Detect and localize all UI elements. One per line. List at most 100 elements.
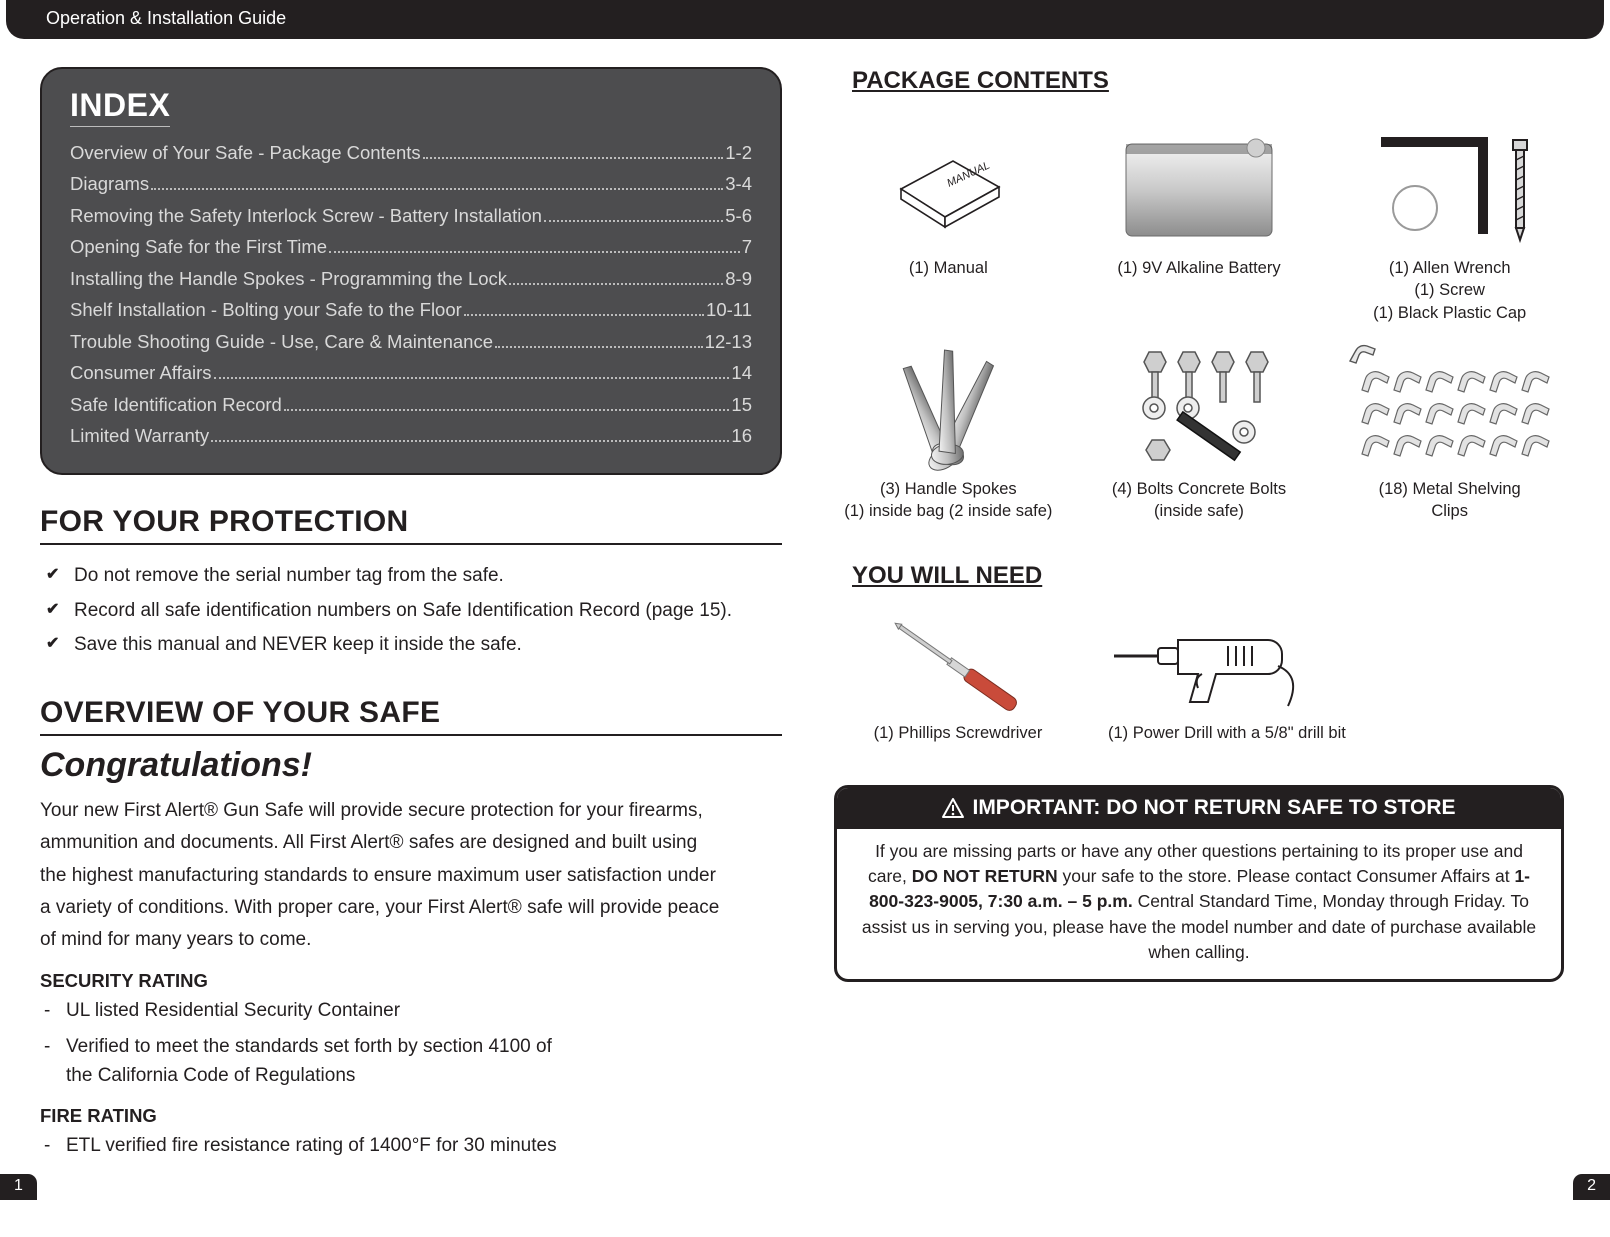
toc-row: Trouble Shooting Guide - Use, Care & Mai… bbox=[70, 326, 752, 357]
fire-item: ETL verified fire resistance rating of 1… bbox=[44, 1131, 564, 1160]
index-box: INDEX Overview of Your Safe - Package Co… bbox=[40, 67, 782, 475]
toc-label: Limited Warranty bbox=[70, 420, 209, 451]
bolts-icon bbox=[1079, 342, 1320, 472]
toc-page: 15 bbox=[731, 389, 752, 420]
package-caption: (18) Metal Shelving Clips bbox=[1329, 478, 1570, 523]
need-caption: (1) Power Drill with a 5/8" drill bit bbox=[1108, 722, 1570, 744]
package-caption: (1) Allen Wrench (1) Screw (1) Black Pla… bbox=[1329, 257, 1570, 324]
security-item: Verified to meet the standards set forth… bbox=[44, 1032, 564, 1091]
toc-leader bbox=[495, 346, 703, 348]
toc-row: Shelf Installation - Bolting your Safe t… bbox=[70, 294, 752, 325]
clips-icon bbox=[1329, 342, 1570, 472]
toc-label: Safe Identification Record bbox=[70, 389, 282, 420]
toc-row: Removing the Safety Interlock Screw - Ba… bbox=[70, 200, 752, 231]
toc-label: Removing the Safety Interlock Screw - Ba… bbox=[70, 200, 542, 231]
toc-row: Safe Identification Record 15 bbox=[70, 389, 752, 420]
security-item: UL listed Residential Security Container bbox=[44, 996, 564, 1025]
header-bar: Operation & Installation Guide bbox=[6, 0, 1604, 39]
security-list: UL listed Residential Security Container… bbox=[44, 996, 782, 1090]
toc-leader bbox=[423, 157, 724, 159]
toc-label: Installing the Handle Spokes - Programmi… bbox=[70, 263, 507, 294]
toc-row: Overview of Your Safe - Package Contents… bbox=[70, 137, 752, 168]
toc-leader bbox=[544, 220, 723, 222]
header-title: Operation & Installation Guide bbox=[46, 8, 286, 28]
toc-page: 10-11 bbox=[706, 294, 752, 325]
important-body: If you are missing parts or have any oth… bbox=[837, 829, 1561, 980]
package-item-bolts: (4) Bolts Concrete Bolts (inside safe) bbox=[1079, 342, 1320, 523]
security-rating-heading: SECURITY RATING bbox=[40, 970, 782, 992]
protection-list: Do not remove the serial number tag from… bbox=[46, 559, 782, 662]
left-column: INDEX Overview of Your Safe - Package Co… bbox=[40, 67, 782, 1166]
toc-row: Diagrams 3-4 bbox=[70, 168, 752, 199]
toc-label: Diagrams bbox=[70, 168, 149, 199]
important-box: IMPORTANT: DO NOT RETURN SAFE TO STORE I… bbox=[834, 785, 1564, 983]
toc-page: 14 bbox=[731, 357, 752, 388]
warning-icon bbox=[942, 798, 964, 818]
toc-label: Overview of Your Safe - Package Contents bbox=[70, 137, 421, 168]
toc-leader bbox=[509, 283, 723, 285]
need-item-drill: (1) Power Drill with a 5/8" drill bit bbox=[1108, 616, 1570, 744]
overview-body: Your new First Alert® Gun Safe will prov… bbox=[40, 795, 720, 956]
fire-rating-heading: FIRE RATING bbox=[40, 1105, 782, 1127]
important-bold: DO NOT RETURN bbox=[912, 866, 1058, 886]
toc-row: Installing the Handle Spokes - Programmi… bbox=[70, 263, 752, 294]
page-number-left: 1 bbox=[0, 1174, 37, 1200]
toc-leader bbox=[214, 377, 730, 379]
package-caption: (4) Bolts Concrete Bolts (inside safe) bbox=[1079, 478, 1320, 523]
package-caption: (1) 9V Alkaline Battery bbox=[1079, 257, 1320, 279]
toc-leader bbox=[329, 251, 740, 253]
protection-item: Do not remove the serial number tag from… bbox=[46, 559, 782, 593]
index-heading: INDEX bbox=[70, 87, 170, 127]
allen-icon bbox=[1329, 121, 1570, 251]
important-title: IMPORTANT: DO NOT RETURN SAFE TO STORE bbox=[972, 796, 1455, 820]
toc-label: Trouble Shooting Guide - Use, Care & Mai… bbox=[70, 326, 493, 357]
toc-row: Consumer Affairs 14 bbox=[70, 357, 752, 388]
drill-icon bbox=[1108, 616, 1570, 716]
protection-item: Save this manual and NEVER keep it insid… bbox=[46, 628, 782, 662]
right-column: PACKAGE CONTENTS MANUAL (1) M bbox=[828, 67, 1570, 1166]
toc-label: Opening Safe for the First Time bbox=[70, 231, 327, 262]
package-item-clips: (18) Metal Shelving Clips bbox=[1329, 342, 1570, 523]
manual-icon: MANUAL bbox=[828, 121, 1069, 251]
page-number-right: 2 bbox=[1573, 1174, 1610, 1200]
toc-label: Consumer Affairs bbox=[70, 357, 212, 388]
toc-row: Limited Warranty 16 bbox=[70, 420, 752, 451]
package-item-spokes: (3) Handle Spokes (1) inside bag (2 insi… bbox=[828, 342, 1069, 523]
package-caption: (3) Handle Spokes (1) inside bag (2 insi… bbox=[828, 478, 1069, 523]
toc-label: Shelf Installation - Bolting your Safe t… bbox=[70, 294, 462, 325]
index-list: Overview of Your Safe - Package Contents… bbox=[70, 137, 752, 451]
fire-list: ETL verified fire resistance rating of 1… bbox=[44, 1131, 782, 1160]
important-text: your safe to the store. Please contact C… bbox=[1058, 866, 1515, 886]
toc-page: 12-13 bbox=[705, 326, 752, 357]
toc-page: 3-4 bbox=[725, 168, 752, 199]
toc-leader bbox=[284, 409, 730, 411]
spokes-icon bbox=[828, 342, 1069, 472]
overview-heading: OVERVIEW OF YOUR SAFE bbox=[40, 696, 782, 736]
package-item-allen: (1) Allen Wrench (1) Screw (1) Black Pla… bbox=[1329, 121, 1570, 324]
package-grid: MANUAL (1) Manual bbox=[828, 121, 1570, 522]
congrats-heading: Congratulations! bbox=[40, 746, 782, 785]
toc-page: 1-2 bbox=[725, 137, 752, 168]
toc-leader bbox=[151, 188, 723, 190]
package-item-manual: MANUAL (1) Manual bbox=[828, 121, 1069, 324]
need-heading: YOU WILL NEED bbox=[852, 562, 1570, 590]
toc-leader bbox=[464, 314, 704, 316]
protection-heading: FOR YOUR PROTECTION bbox=[40, 505, 782, 545]
page: Operation & Installation Guide INDEX Ove… bbox=[0, 0, 1610, 1206]
package-caption: (1) Manual bbox=[828, 257, 1069, 279]
battery-icon bbox=[1079, 121, 1320, 251]
toc-page: 5-6 bbox=[725, 200, 752, 231]
screwdriver-icon bbox=[838, 616, 1078, 716]
package-item-battery: (1) 9V Alkaline Battery bbox=[1079, 121, 1320, 324]
need-item-screwdriver: (1) Phillips Screwdriver bbox=[838, 616, 1078, 744]
toc-page: 8-9 bbox=[725, 263, 752, 294]
package-heading: PACKAGE CONTENTS bbox=[852, 67, 1570, 95]
toc-page: 16 bbox=[731, 420, 752, 451]
columns: INDEX Overview of Your Safe - Package Co… bbox=[0, 67, 1610, 1166]
protection-item: Record all safe identification numbers o… bbox=[46, 594, 782, 628]
toc-page: 7 bbox=[742, 231, 752, 262]
need-caption: (1) Phillips Screwdriver bbox=[838, 722, 1078, 744]
important-heading: IMPORTANT: DO NOT RETURN SAFE TO STORE bbox=[837, 788, 1561, 829]
toc-leader bbox=[211, 440, 729, 442]
need-grid: (1) Phillips Screwdriver bbox=[838, 616, 1570, 744]
